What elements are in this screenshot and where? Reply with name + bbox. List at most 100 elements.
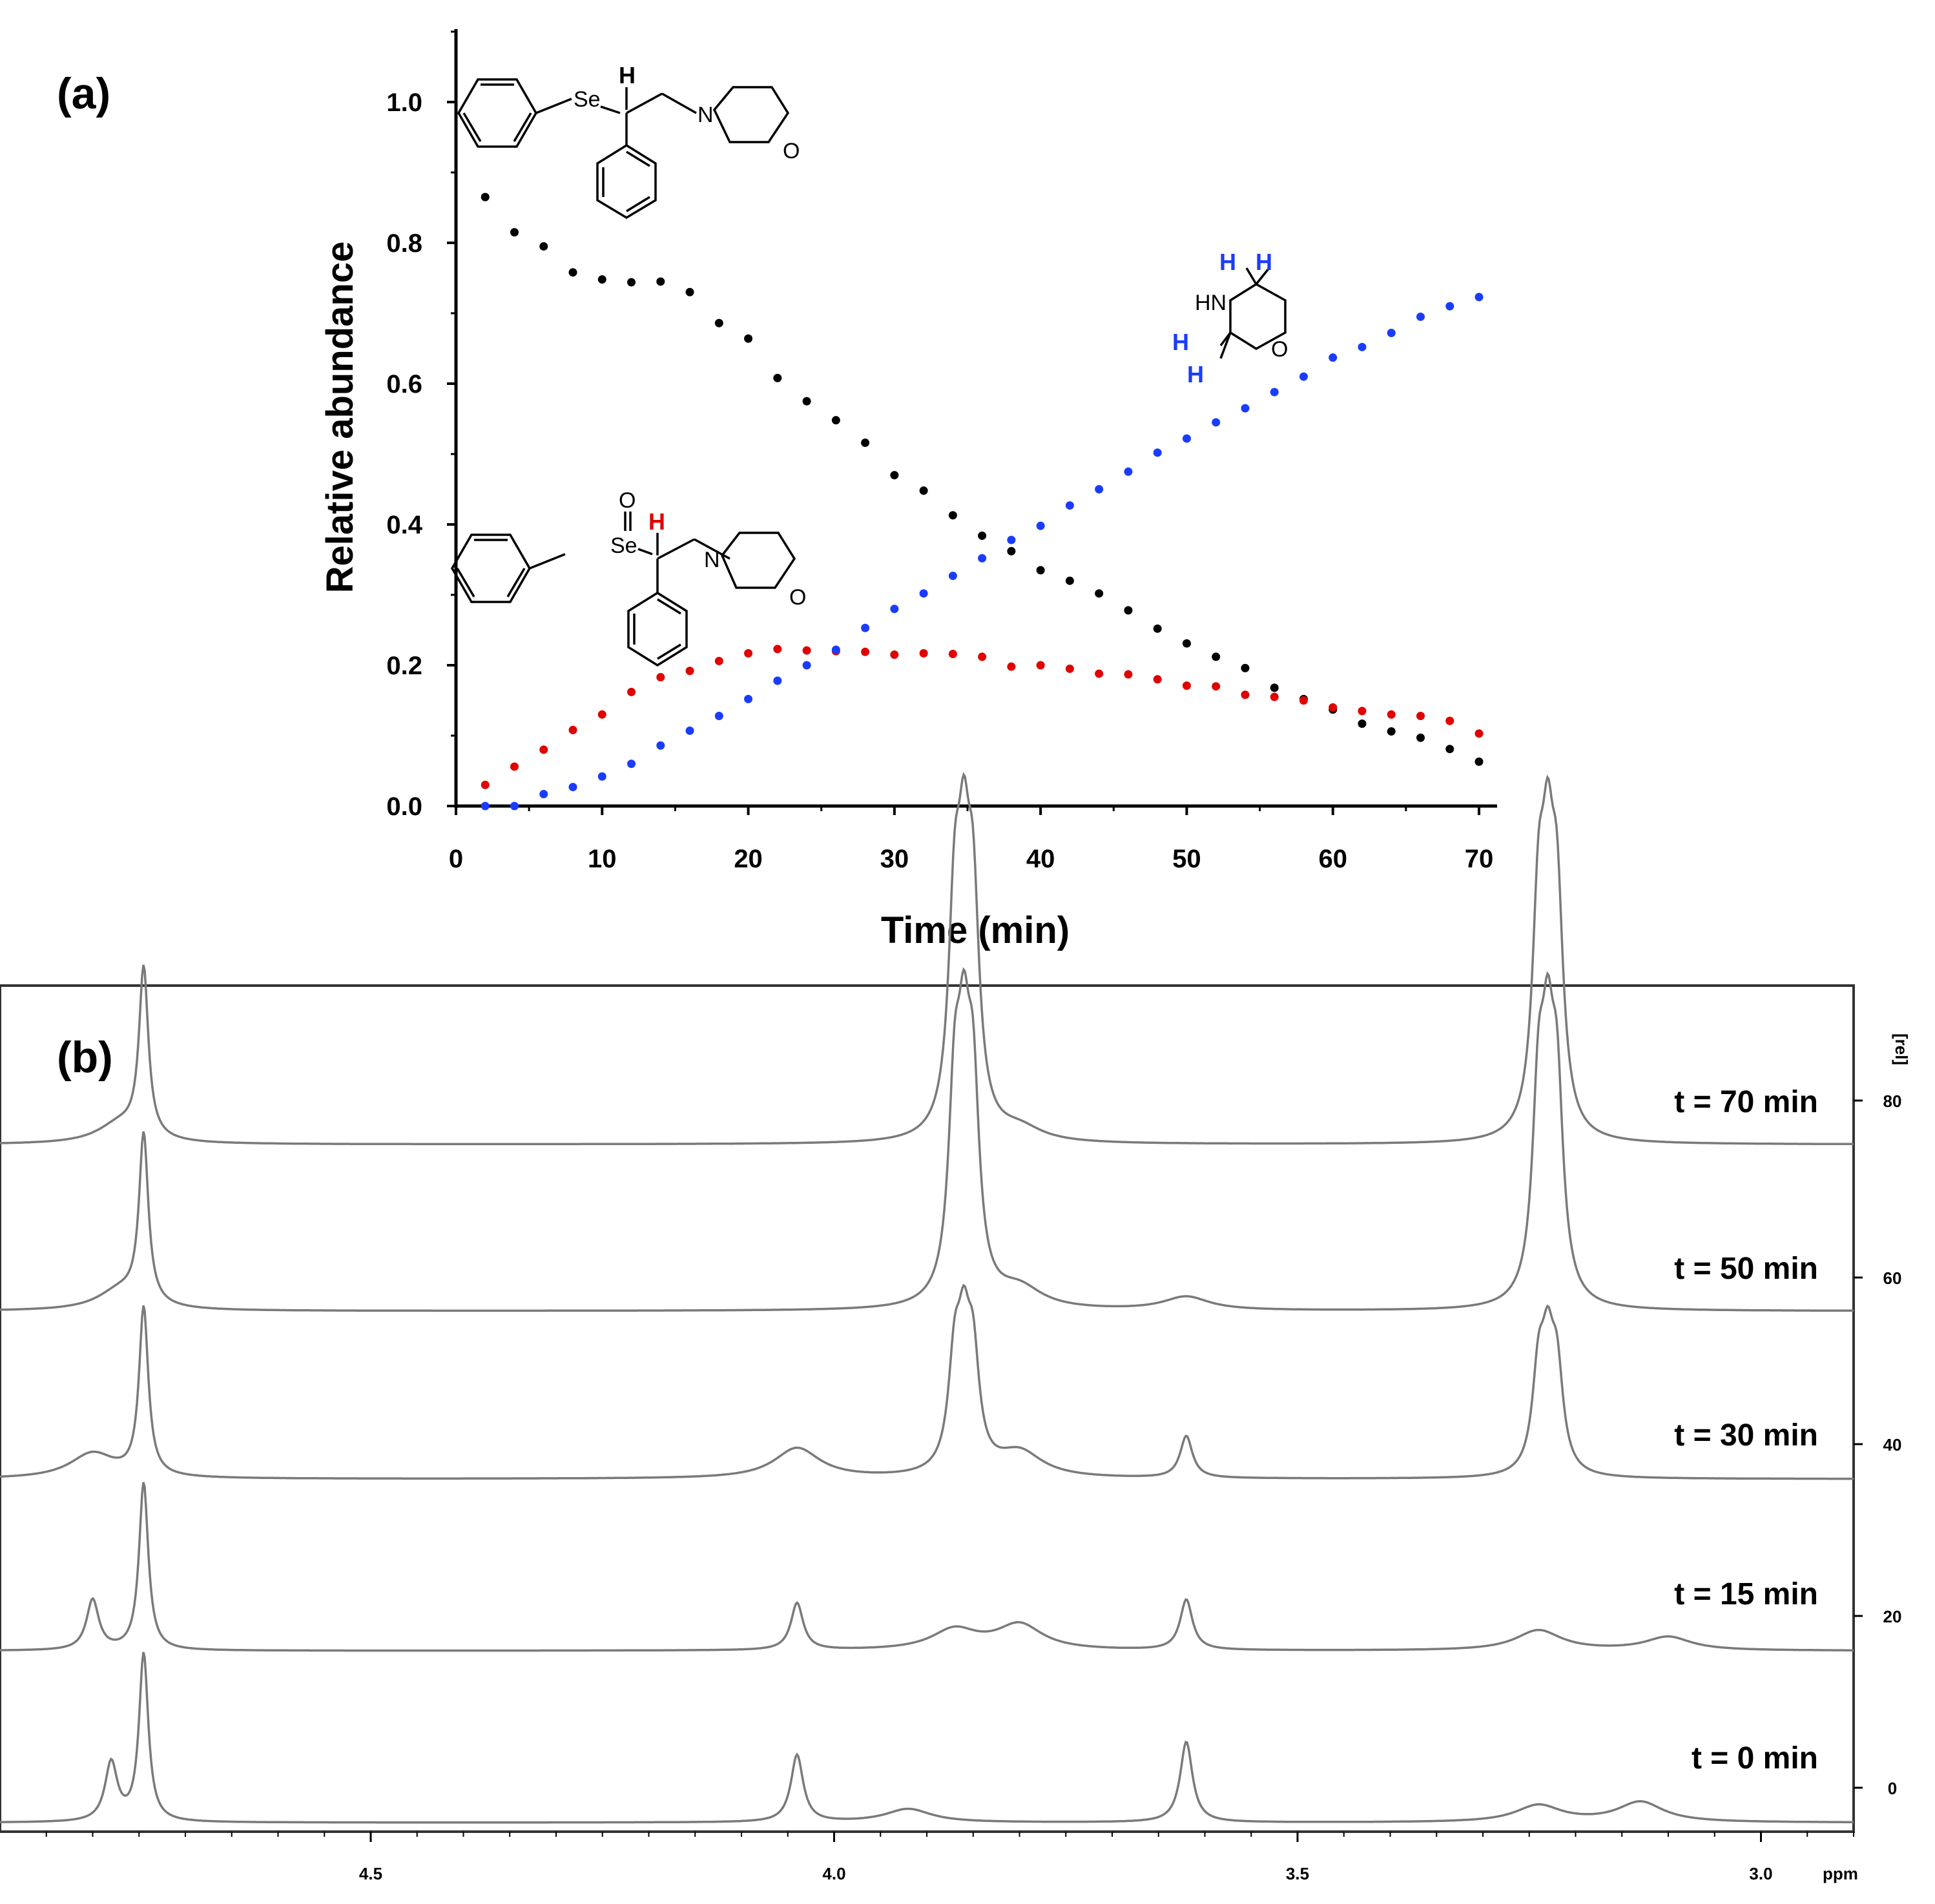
data-point <box>1036 566 1045 575</box>
selenoxide-structure: O Se H N O <box>450 488 806 667</box>
substrate-structure: Se H N O <box>457 62 800 220</box>
nmr-traces <box>0 772 1854 1824</box>
data-point <box>978 554 987 563</box>
atom-o: O <box>789 585 806 610</box>
data-point <box>1241 690 1250 699</box>
data-point <box>714 711 723 720</box>
panel-a-chart: (a) 0 10 20 30 40 50 60 70 0.0 0.2 0.4 0.6 0.8 1.0 Ti… <box>57 29 1497 951</box>
data-point <box>1212 418 1221 427</box>
data-point <box>685 726 694 735</box>
nmr-trace <box>0 967 1854 1312</box>
atom-h-blue: H <box>1219 249 1236 275</box>
data-point <box>744 648 753 657</box>
ppm-tick-label: 4.5 <box>359 1864 382 1883</box>
data-point <box>1475 729 1484 738</box>
data-point <box>568 783 577 792</box>
x-tick-label: 60 <box>1318 845 1347 873</box>
data-point <box>948 511 957 520</box>
data-point <box>1095 669 1104 678</box>
data-point <box>773 676 782 685</box>
data-point <box>539 242 548 251</box>
rel-axis-label: [rel] <box>1892 1033 1911 1065</box>
series-selenide-substrate <box>481 192 1484 766</box>
ppm-axis-ticks: 4.5 4.0 3.5 3.0 <box>45 1832 1854 1883</box>
atom-h-blue: H <box>1256 249 1272 275</box>
nmr-trace <box>0 1651 1854 1824</box>
rel-tick-label: 0 <box>1888 1779 1897 1798</box>
axis-tick-labels: 0 10 20 30 40 50 60 70 0.0 0.2 0.4 0.6 0.8 1.0 <box>386 88 1493 873</box>
data-point <box>1182 639 1191 648</box>
y-tick-label: 0.4 <box>386 511 422 539</box>
atom-o: O <box>1271 337 1288 362</box>
data-point <box>1358 707 1367 716</box>
data-point <box>481 780 490 789</box>
data-point <box>714 656 723 665</box>
data-point <box>1387 329 1396 338</box>
data-point <box>744 694 753 703</box>
x-tick-label: 30 <box>880 845 909 873</box>
atom-se: Se <box>610 533 637 558</box>
rel-tick-label: 60 <box>1883 1268 1902 1288</box>
data-point <box>1270 683 1279 692</box>
data-point <box>1299 696 1308 705</box>
x-tick-label: 50 <box>1172 845 1201 873</box>
data-point <box>890 471 899 480</box>
data-point <box>861 623 870 632</box>
data-point <box>1065 664 1074 673</box>
data-point <box>656 741 665 750</box>
data-point <box>802 646 811 655</box>
data-point <box>1065 501 1074 510</box>
trace-label: t = 50 min <box>1674 1252 1818 1286</box>
series-morpholine-d4 <box>481 293 1484 811</box>
data-point <box>773 373 782 382</box>
trace-labels: t = 70 min t = 50 min t = 30 min t = 15 min… <box>1674 1085 1818 1775</box>
data-point <box>744 334 753 343</box>
data-point <box>481 802 490 811</box>
data-point <box>802 397 811 406</box>
data-point <box>627 687 636 696</box>
atom-hn: HN <box>1195 291 1226 315</box>
data-point <box>1124 670 1133 679</box>
data-point <box>714 318 723 327</box>
data-point <box>597 710 606 719</box>
data-point <box>1065 576 1074 585</box>
data-point <box>656 673 665 682</box>
nmr-trace <box>0 772 1854 1146</box>
data-point <box>627 278 636 287</box>
data-point <box>1095 589 1104 598</box>
y-axis-title: Relative abundance <box>319 242 361 594</box>
atom-h: H <box>619 62 636 88</box>
series-selenoxide-intermediate <box>481 645 1484 789</box>
atom-n: N <box>704 548 720 572</box>
nmr-trace <box>0 1482 1854 1652</box>
atom-o-oxide: O <box>619 488 636 513</box>
data-point <box>510 228 519 237</box>
x-axis-title: Time (min) <box>881 909 1070 951</box>
data-point <box>1445 716 1454 725</box>
data-point <box>773 645 782 654</box>
data-point <box>1416 711 1425 720</box>
data-point <box>1095 485 1104 493</box>
data-point <box>831 645 840 654</box>
data-point <box>1416 733 1425 742</box>
data-point <box>1475 293 1484 302</box>
data-point <box>919 648 928 657</box>
trace-label: t = 15 min <box>1674 1577 1818 1611</box>
data-point <box>481 192 490 202</box>
data-point <box>1036 521 1045 530</box>
rel-tick-label: 80 <box>1883 1092 1902 1111</box>
data-point <box>685 667 694 676</box>
data-point <box>948 572 957 581</box>
data-point <box>1387 727 1396 736</box>
atom-h-red: H <box>648 508 665 535</box>
data-point <box>1153 448 1162 457</box>
data-point <box>1475 757 1484 766</box>
data-point <box>1445 302 1454 311</box>
data-point <box>831 416 840 425</box>
x-tick-label: 40 <box>1026 845 1055 873</box>
data-point <box>1445 745 1454 754</box>
ppm-axis-label: ppm <box>1823 1864 1858 1883</box>
data-point <box>1212 652 1221 661</box>
data-point <box>1182 434 1191 443</box>
data-point <box>1212 682 1221 691</box>
